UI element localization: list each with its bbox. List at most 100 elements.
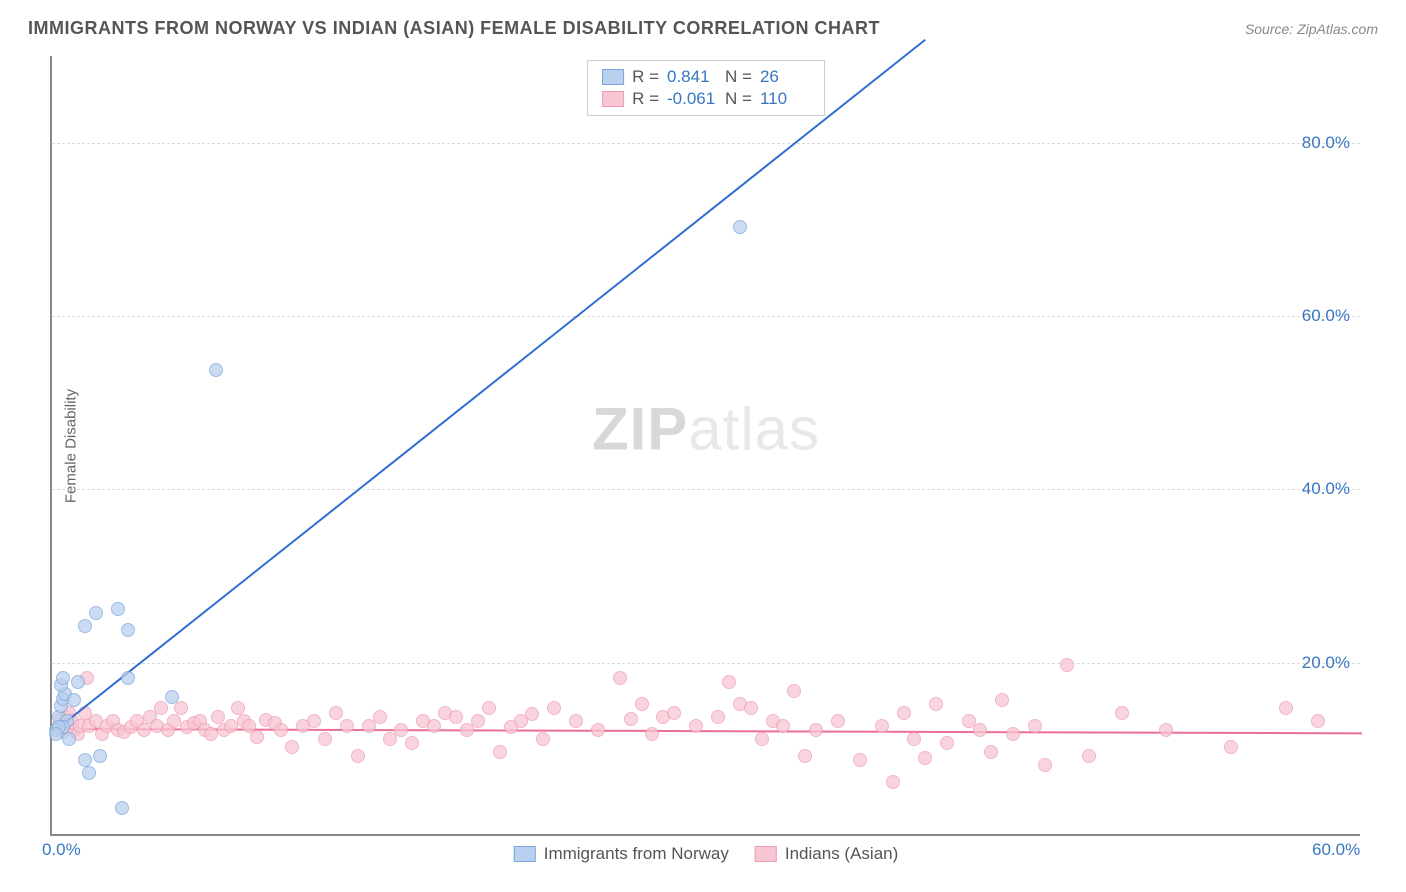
y-tick-label: 80.0% xyxy=(1302,133,1350,153)
y-tick-label: 60.0% xyxy=(1302,306,1350,326)
data-point-indian xyxy=(204,727,218,741)
gridline xyxy=(52,143,1360,144)
data-point-norway xyxy=(67,693,81,707)
data-point-indian xyxy=(1224,740,1238,754)
legend-item-norway: Immigrants from Norway xyxy=(514,844,729,864)
gridline xyxy=(52,316,1360,317)
data-point-indian xyxy=(449,710,463,724)
stat-n-label: N = xyxy=(725,67,752,87)
data-point-norway xyxy=(165,690,179,704)
data-point-indian xyxy=(224,719,238,733)
data-point-norway xyxy=(78,619,92,633)
data-point-indian xyxy=(1038,758,1052,772)
data-point-indian xyxy=(307,714,321,728)
data-point-indian xyxy=(897,706,911,720)
stats-row-norway: R = 0.841 N = 26 xyxy=(602,67,810,87)
data-point-indian xyxy=(722,675,736,689)
data-point-indian xyxy=(137,723,151,737)
data-point-norway xyxy=(121,623,135,637)
stat-n-value: 26 xyxy=(760,67,810,87)
data-point-norway xyxy=(93,749,107,763)
data-point-indian xyxy=(1060,658,1074,672)
data-point-indian xyxy=(1082,749,1096,763)
stat-r-value: -0.061 xyxy=(667,89,717,109)
swatch-icon xyxy=(602,91,624,107)
data-point-indian xyxy=(645,727,659,741)
data-point-indian xyxy=(984,745,998,759)
stat-r-value: 0.841 xyxy=(667,67,717,87)
data-point-indian xyxy=(569,714,583,728)
data-point-indian xyxy=(405,736,419,750)
stat-r-label: R = xyxy=(632,89,659,109)
data-point-indian xyxy=(536,732,550,746)
data-point-indian xyxy=(787,684,801,698)
data-point-indian xyxy=(744,701,758,715)
data-point-indian xyxy=(394,723,408,737)
swatch-icon xyxy=(755,846,777,862)
data-point-indian xyxy=(1311,714,1325,728)
data-point-norway xyxy=(115,801,129,815)
data-point-indian xyxy=(318,732,332,746)
data-point-indian xyxy=(525,707,539,721)
legend-item-indian: Indians (Asian) xyxy=(755,844,898,864)
data-point-norway xyxy=(733,220,747,234)
data-point-indian xyxy=(211,710,225,724)
x-tick-label: 0.0% xyxy=(42,840,81,860)
data-point-indian xyxy=(285,740,299,754)
data-point-indian xyxy=(174,701,188,715)
data-point-indian xyxy=(471,714,485,728)
data-point-indian xyxy=(853,753,867,767)
data-point-indian xyxy=(547,701,561,715)
gridline xyxy=(52,663,1360,664)
data-point-indian xyxy=(1006,727,1020,741)
chart-header: IMMIGRANTS FROM NORWAY VS INDIAN (ASIAN)… xyxy=(28,18,1378,39)
data-point-indian xyxy=(711,710,725,724)
data-point-indian xyxy=(776,719,790,733)
data-point-indian xyxy=(995,693,1009,707)
data-point-indian xyxy=(929,697,943,711)
data-point-indian xyxy=(809,723,823,737)
stat-r-label: R = xyxy=(632,67,659,87)
data-point-indian xyxy=(907,732,921,746)
data-point-indian xyxy=(667,706,681,720)
data-point-norway xyxy=(62,732,76,746)
data-point-indian xyxy=(918,751,932,765)
legend-label: Immigrants from Norway xyxy=(544,844,729,864)
data-point-indian xyxy=(940,736,954,750)
swatch-icon xyxy=(514,846,536,862)
data-point-indian xyxy=(1115,706,1129,720)
stats-legend-box: R = 0.841 N = 26 R = -0.061 N = 110 xyxy=(587,60,825,116)
swatch-icon xyxy=(602,69,624,85)
bottom-legend: Immigrants from Norway Indians (Asian) xyxy=(514,844,899,864)
stat-n-value: 110 xyxy=(760,89,810,109)
data-point-indian xyxy=(886,775,900,789)
data-point-indian xyxy=(798,749,812,763)
plot-area: ZIPatlas R = 0.841 N = 26 R = -0.061 N = 11… xyxy=(50,56,1360,836)
data-point-indian xyxy=(1159,723,1173,737)
data-point-norway xyxy=(89,606,103,620)
chart-source: Source: ZipAtlas.com xyxy=(1245,21,1378,37)
data-point-norway xyxy=(209,363,223,377)
data-point-indian xyxy=(274,723,288,737)
stats-row-indian: R = -0.061 N = 110 xyxy=(602,89,810,109)
data-point-indian xyxy=(831,714,845,728)
data-point-indian xyxy=(689,719,703,733)
data-point-indian xyxy=(1028,719,1042,733)
data-point-indian xyxy=(635,697,649,711)
data-point-indian xyxy=(973,723,987,737)
data-point-indian xyxy=(373,710,387,724)
data-point-norway xyxy=(82,766,96,780)
data-point-indian xyxy=(167,714,181,728)
gridline xyxy=(52,489,1360,490)
data-point-norway xyxy=(56,671,70,685)
watermark: ZIPatlas xyxy=(592,395,820,464)
data-point-indian xyxy=(613,671,627,685)
data-point-norway xyxy=(111,602,125,616)
data-point-indian xyxy=(340,719,354,733)
data-point-indian xyxy=(755,732,769,746)
data-point-indian xyxy=(591,723,605,737)
y-tick-label: 40.0% xyxy=(1302,479,1350,499)
chart-title: IMMIGRANTS FROM NORWAY VS INDIAN (ASIAN)… xyxy=(28,18,880,39)
stat-n-label: N = xyxy=(725,89,752,109)
data-point-indian xyxy=(482,701,496,715)
